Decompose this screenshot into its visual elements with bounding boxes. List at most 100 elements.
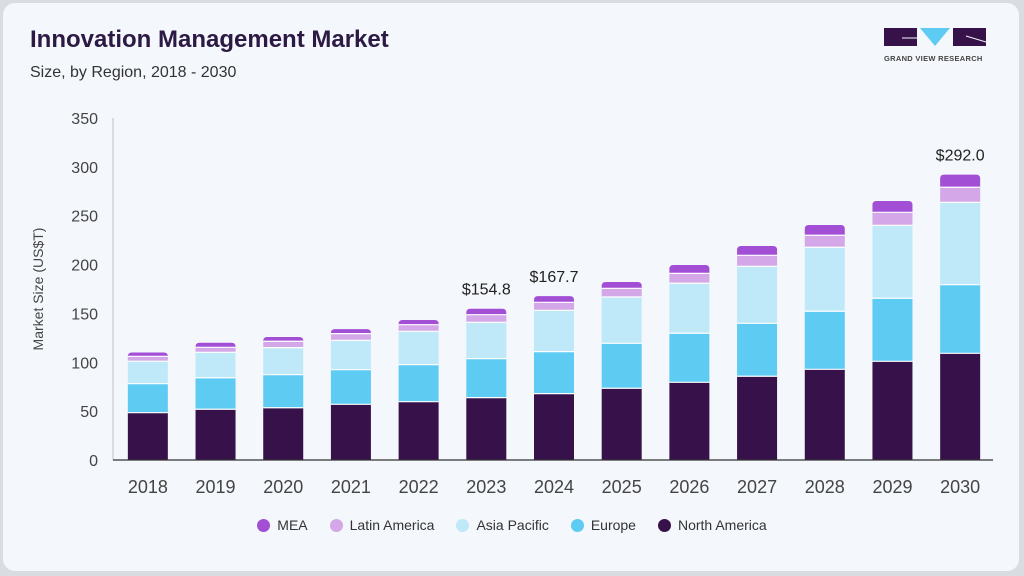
bar-segment-europe	[669, 333, 710, 383]
bar-segment-mea	[737, 246, 778, 256]
y-tick-label: 200	[71, 258, 98, 275]
x-tick-label: 2021	[331, 477, 371, 497]
bar-segment-europe	[195, 377, 236, 410]
bar-segment-europe	[601, 343, 642, 389]
bar-segment-latin-america	[398, 324, 439, 332]
data-label: $292.0	[936, 148, 985, 165]
bar-segment-europe	[263, 374, 304, 408]
bar-segment-mea	[398, 319, 439, 325]
legend-item[interactable]: Europe	[570, 517, 636, 533]
bar-segment-latin-america	[669, 273, 710, 284]
y-tick-label: 300	[71, 160, 98, 177]
bar-segment-mea	[669, 264, 710, 274]
bar-segment-north-america	[398, 401, 439, 460]
legend-item[interactable]: North America	[657, 517, 767, 533]
bar-segment-europe	[737, 323, 778, 377]
grand-view-research-logo: GRAND VIEW RESEARCH	[884, 28, 987, 63]
bar-segment-mea	[466, 308, 507, 315]
legend-swatch-icon	[257, 518, 271, 532]
legend-label: Latin America	[349, 517, 435, 533]
bar-segment-latin-america	[804, 235, 845, 248]
bar-segment-north-america	[601, 388, 642, 460]
y-tick-label: 250	[71, 209, 98, 226]
x-tick-label: 2019	[196, 477, 236, 497]
bar-segment-europe	[127, 383, 168, 413]
legend-swatch-icon	[570, 518, 584, 532]
chart-subtitle: Size, by Region, 2018 - 2030	[30, 64, 237, 81]
legend: MEA Latin America Asia Pacific Europe North …	[0, 517, 1024, 533]
bar-segment-north-america	[669, 382, 710, 460]
legend-swatch-icon	[456, 518, 470, 532]
bar-segment-europe	[330, 369, 371, 405]
bar-segment-mea	[804, 224, 845, 236]
bar-segment-north-america	[263, 407, 304, 460]
bar-segment-north-america	[127, 412, 168, 460]
bar-segment-mea	[872, 200, 913, 213]
bar-segment-mea	[601, 281, 642, 289]
bar-segment-north-america	[330, 404, 371, 460]
logo-text: GRAND VIEW RESEARCH	[884, 54, 983, 63]
bar-segment-north-america	[737, 376, 778, 460]
legend-item[interactable]: MEA	[257, 517, 308, 533]
x-tick-label: 2027	[737, 477, 777, 497]
legend-item[interactable]: Asia Pacific	[456, 517, 549, 533]
bar-segment-mea	[263, 336, 304, 342]
bar-segment-north-america	[804, 369, 845, 460]
bar-segment-latin-america	[330, 333, 371, 341]
x-tick-label: 2030	[940, 477, 980, 497]
bar-segment-latin-america	[601, 288, 642, 298]
bar-segment-mea	[940, 174, 981, 188]
y-tick-label: 50	[80, 404, 98, 421]
y-tick-label: 0	[89, 453, 98, 470]
bar-segment-asia-pacific	[466, 322, 507, 359]
bar-segment-europe	[804, 311, 845, 370]
data-label: $154.8	[462, 282, 511, 299]
bar-segment-latin-america	[195, 347, 236, 353]
bar-segment-asia-pacific	[737, 266, 778, 324]
bar-segment-latin-america	[534, 302, 574, 311]
bar-segment-asia-pacific	[398, 331, 439, 365]
legend-label: MEA	[277, 517, 308, 533]
bar-segment-latin-america	[940, 187, 981, 203]
bar-segment-latin-america	[872, 212, 913, 226]
chart-title: Innovation Management Market	[30, 26, 389, 53]
bar-segment-latin-america	[127, 356, 168, 362]
legend-label: Asia Pacific	[476, 517, 549, 533]
x-tick-label: 2023	[466, 477, 506, 497]
legend-label: Europe	[590, 517, 636, 533]
bar-segment-asia-pacific	[804, 247, 845, 312]
bar-segment-asia-pacific	[127, 361, 168, 384]
bar-segment-north-america	[940, 353, 981, 460]
data-label: $167.7	[530, 269, 579, 286]
bar-segment-north-america	[534, 393, 574, 460]
bar-segment-latin-america	[263, 341, 304, 348]
legend-swatch-icon	[329, 518, 343, 532]
bar-segment-north-america	[195, 409, 236, 460]
legend-label: North America	[677, 517, 767, 533]
bar-segment-europe	[466, 358, 507, 398]
bar-segment-europe	[940, 284, 981, 354]
gvr-logo-icon	[884, 28, 987, 46]
bar-segment-europe	[872, 298, 913, 362]
x-tick-label: 2018	[128, 477, 168, 497]
bar-segment-europe	[398, 364, 439, 402]
x-tick-label: 2028	[805, 477, 845, 497]
bar-segment-mea	[534, 296, 574, 303]
legend-swatch-icon	[657, 518, 671, 532]
bar-segment-asia-pacific	[263, 347, 304, 375]
bar-segment-north-america	[466, 397, 507, 460]
x-tick-label: 2025	[602, 477, 642, 497]
bar-segment-asia-pacific	[330, 340, 371, 370]
legend-item[interactable]: Latin America	[329, 517, 435, 533]
bar-segment-asia-pacific	[872, 225, 913, 299]
y-tick-label: 100	[71, 355, 98, 372]
y-tick-label: 150	[71, 306, 98, 323]
x-tick-label: 2024	[534, 477, 574, 497]
bar-segment-asia-pacific	[601, 297, 642, 344]
chart-card	[3, 3, 1019, 571]
bar-segment-mea	[330, 329, 371, 334]
bar-segment-mea	[195, 342, 236, 348]
x-tick-label: 2029	[872, 477, 912, 497]
y-tick-label: 350	[71, 111, 98, 128]
